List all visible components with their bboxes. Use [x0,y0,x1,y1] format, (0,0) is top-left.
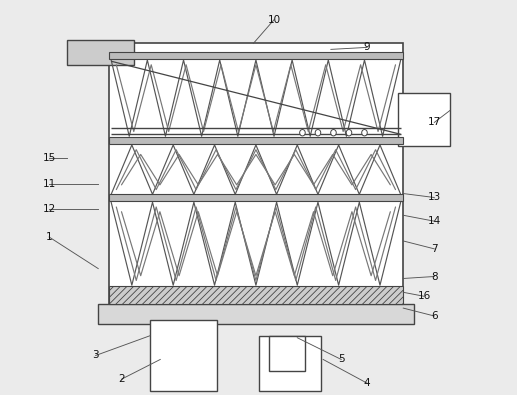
Text: 13: 13 [428,192,441,203]
Bar [109,286,403,304]
Bar [269,336,305,371]
Bar [258,336,321,391]
Ellipse shape [331,130,336,136]
Text: 11: 11 [42,179,56,189]
Ellipse shape [362,130,367,136]
Text: 17: 17 [428,117,441,128]
Text: 16: 16 [417,291,431,301]
Text: 15: 15 [42,153,56,163]
Text: 10: 10 [267,15,281,25]
Text: 8: 8 [431,271,437,282]
Text: 9: 9 [364,42,370,53]
Text: 5: 5 [338,354,344,365]
Bar [398,93,450,146]
Text: 2: 2 [118,374,125,384]
Ellipse shape [315,130,321,136]
Ellipse shape [346,130,352,136]
Text: 7: 7 [431,244,437,254]
Bar [98,304,414,324]
Text: 1: 1 [46,232,52,242]
Bar [109,43,403,308]
Text: 14: 14 [428,216,441,226]
Bar [67,40,134,65]
Text: 4: 4 [364,378,370,388]
Bar [109,194,403,201]
Bar [109,52,403,59]
Text: 3: 3 [93,350,99,361]
Text: 6: 6 [431,311,437,321]
Bar [150,320,217,391]
Bar [109,137,403,144]
Text: 12: 12 [42,204,56,214]
Ellipse shape [300,130,305,136]
